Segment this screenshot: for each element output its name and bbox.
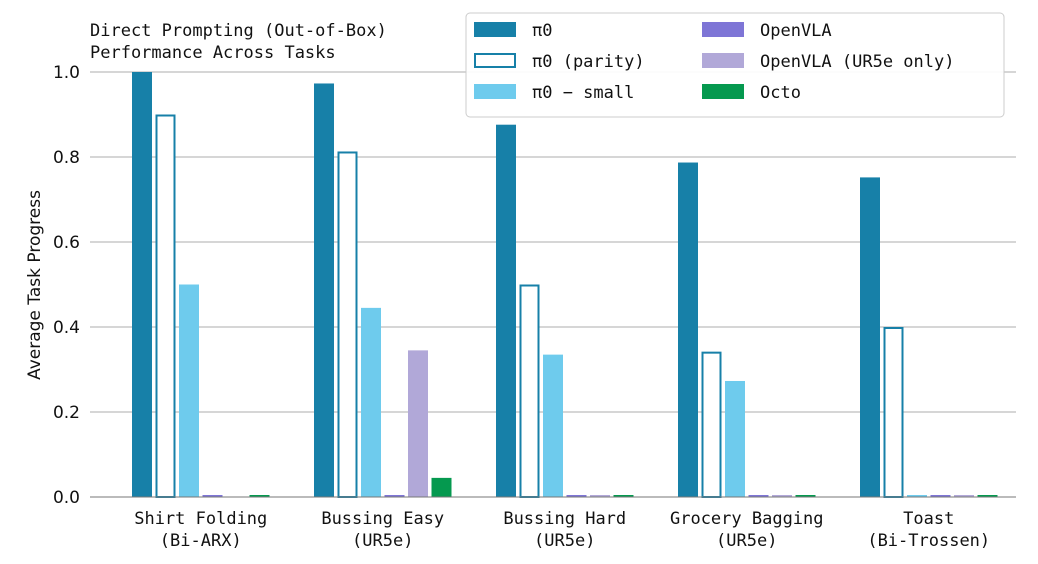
- bar: [249, 495, 270, 497]
- legend-label: Octo: [760, 83, 801, 103]
- legend-swatch: [474, 84, 516, 99]
- bar: [725, 380, 745, 497]
- bar: [408, 350, 428, 497]
- bar: [613, 495, 634, 497]
- x-tick-label: Grocery Bagging (UR5e): [670, 509, 824, 551]
- x-tick-label: Bussing Hard (UR5e): [503, 509, 626, 551]
- y-tick-label: 0.6: [53, 233, 80, 253]
- bar: [132, 72, 152, 497]
- legend-label: OpenVLA (UR5e only): [760, 52, 954, 72]
- bar: [748, 495, 769, 497]
- legend-label: π0: [532, 21, 552, 41]
- bar: [361, 307, 381, 497]
- y-tick-label: 0.8: [53, 148, 80, 168]
- x-tick-label: Bussing Easy (UR5e): [321, 509, 444, 551]
- y-axis-ticks: 0.0 0.2 0.4 0.6 0.8 1.0: [53, 63, 80, 508]
- bar: [772, 495, 792, 497]
- bar: [566, 495, 587, 497]
- legend-swatch: [474, 22, 516, 37]
- bar: [179, 284, 199, 497]
- legend-swatch: [702, 22, 744, 37]
- bar: [954, 495, 974, 497]
- bar: [701, 351, 722, 498]
- bar: [795, 495, 816, 497]
- bar: [883, 327, 904, 498]
- bar: [337, 151, 358, 498]
- bar: [860, 177, 880, 497]
- y-tick-label: 1.0: [53, 63, 80, 83]
- y-tick-label: 0.4: [53, 318, 80, 338]
- bar: [384, 495, 405, 497]
- bars: [132, 72, 998, 498]
- legend: π0 π0 (parity) π0 − small OpenVLA OpenVLA (U…: [465, 12, 1005, 118]
- x-tick-label: Toast (Bi-Trossen): [867, 509, 990, 551]
- bar: [314, 83, 334, 497]
- bar: [977, 495, 998, 497]
- y-tick-label: 0.0: [53, 488, 80, 508]
- bar: [155, 114, 176, 498]
- x-tick-label: Shirt Folding (Bi-ARX): [134, 509, 267, 551]
- bar: [431, 477, 452, 497]
- chart-title: Direct Prompting (Out-of-Box) Performance…: [90, 21, 387, 63]
- legend-swatch: [702, 53, 744, 68]
- y-tick-label: 0.2: [53, 403, 80, 423]
- bar: [678, 162, 698, 497]
- legend-label: π0 − small: [532, 83, 634, 103]
- bar: [930, 495, 951, 497]
- bar: [907, 495, 927, 497]
- legend-label: π0 (parity): [532, 52, 645, 72]
- bar: [543, 354, 563, 497]
- legend-swatch: [702, 84, 744, 99]
- legend-label: OpenVLA: [760, 21, 832, 41]
- legend-swatch: [474, 53, 516, 68]
- x-axis-ticks: Shirt Folding (Bi-ARX) Bussing Easy (UR5e) B…: [134, 509, 990, 551]
- bar: [496, 124, 516, 497]
- bar: [202, 495, 223, 497]
- bar: [519, 284, 540, 498]
- bar: [590, 495, 610, 497]
- y-axis-label: Average Task Progress: [25, 190, 45, 380]
